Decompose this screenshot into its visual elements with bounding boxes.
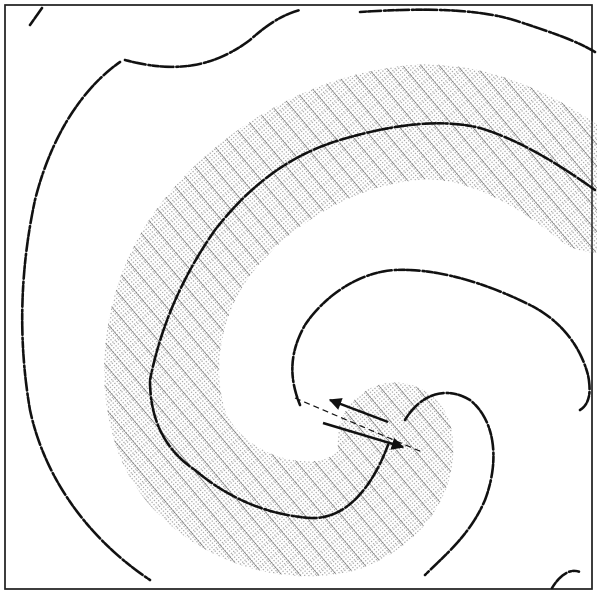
corner-arm — [550, 569, 582, 590]
outer-arm-top — [123, 8, 597, 69]
inner-arm-lower — [403, 391, 495, 577]
outer-arm-left — [20, 6, 152, 582]
arrow-right — [322, 421, 405, 450]
middle-arm — [148, 122, 597, 520]
inner-arm — [291, 268, 591, 412]
frame-edge — [4, 4, 593, 590]
arrow-left — [328, 398, 389, 424]
